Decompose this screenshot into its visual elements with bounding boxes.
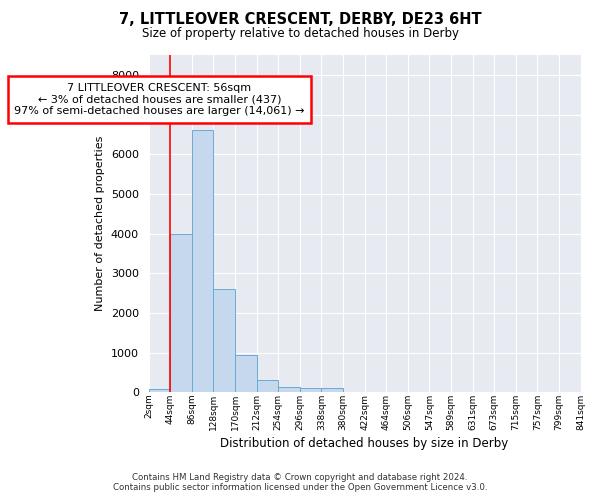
Bar — [192, 130, 214, 392]
Text: Contains HM Land Registry data © Crown copyright and database right 2024.
Contai: Contains HM Land Registry data © Crown c… — [113, 473, 487, 492]
Bar — [214, 289, 235, 393]
Bar — [235, 354, 257, 393]
Bar — [300, 388, 322, 392]
Text: 7 LITTLEOVER CRESCENT: 56sqm
← 3% of detached houses are smaller (437)
97% of se: 7 LITTLEOVER CRESCENT: 56sqm ← 3% of det… — [14, 83, 305, 116]
Bar — [322, 388, 343, 392]
Bar — [170, 234, 192, 392]
Text: 7, LITTLEOVER CRESCENT, DERBY, DE23 6HT: 7, LITTLEOVER CRESCENT, DERBY, DE23 6HT — [119, 12, 481, 28]
Bar — [149, 390, 170, 392]
X-axis label: Distribution of detached houses by size in Derby: Distribution of detached houses by size … — [220, 437, 509, 450]
Text: Size of property relative to detached houses in Derby: Size of property relative to detached ho… — [142, 28, 458, 40]
Y-axis label: Number of detached properties: Number of detached properties — [95, 136, 105, 312]
Bar — [278, 386, 300, 392]
Bar — [257, 380, 278, 392]
